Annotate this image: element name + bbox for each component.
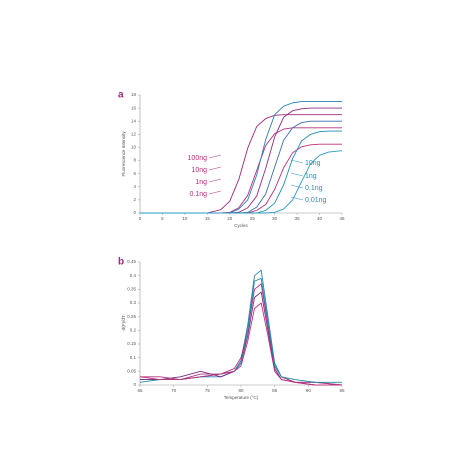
annotation: 1ng (195, 179, 207, 186)
y-axis-label: -d(F)/dT (121, 315, 126, 332)
y-axis-label: Fluorescence Intensity (121, 131, 126, 177)
y-tick-label: 0 (133, 382, 136, 387)
x-tick-label: 45 (339, 216, 345, 221)
y-tick-label: 14 (131, 118, 137, 123)
annotation: 1ng (305, 173, 317, 180)
x-tick-label: 10 (182, 216, 188, 221)
annotation: 0.01ng (305, 197, 327, 204)
x-tick-label: 70 (171, 388, 177, 393)
y-tick-label: 0 (133, 210, 136, 215)
annotation-connector (208, 166, 222, 171)
annotation-connector (208, 190, 222, 195)
y-tick-label: 6 (133, 171, 136, 176)
x-tick-label: 90 (306, 388, 312, 393)
annotation-connector (208, 154, 222, 159)
x-tick-label: 75 (205, 388, 211, 393)
x-tick-label: 95 (339, 388, 345, 393)
x-tick-label: 30 (272, 216, 278, 221)
annotation: 10ng (191, 167, 207, 174)
x-tick-label: 15 (205, 216, 211, 221)
y-tick-label: 12 (131, 132, 137, 137)
annotation-connector (290, 159, 304, 164)
y-tick-label: 0.25 (127, 314, 136, 319)
panel-label: b (118, 257, 124, 268)
annotation: 0.1ng (305, 185, 323, 192)
x-tick-label: 80 (238, 388, 244, 393)
curve (139, 302, 342, 386)
x-tick-label: 65 (137, 388, 143, 393)
y-tick-label: 8 (133, 158, 136, 163)
annotation: 0.1ng (189, 191, 207, 198)
x-tick-label: 20 (227, 216, 233, 221)
y-tick-label: 10 (131, 145, 137, 150)
x-tick-label: 25 (250, 216, 256, 221)
y-tick-label: 4 (133, 184, 136, 189)
y-tick-label: 0.45 (127, 259, 136, 264)
x-tick-label: 5 (161, 216, 164, 221)
curve (140, 150, 343, 214)
y-tick-label: 0.3 (130, 300, 137, 305)
annotation-connector (290, 172, 304, 177)
curve (140, 291, 342, 386)
x-axis-label: Cycles (234, 223, 248, 228)
annotation-connector (290, 184, 304, 189)
annotation: 10ng (305, 160, 321, 167)
y-tick-label: 0.35 (127, 287, 136, 292)
annotation-connector (290, 196, 304, 201)
x-tick-label: 35 (295, 216, 301, 221)
curve (139, 277, 342, 383)
annotation: 100ng (188, 155, 208, 162)
y-tick-label: 16 (131, 105, 137, 110)
x-tick-label: 40 (317, 216, 323, 221)
y-tick-label: 0.4 (130, 273, 137, 278)
y-tick-label: 0.1 (130, 355, 137, 360)
y-tick-label: 0.15 (127, 341, 136, 346)
annotation-connector (208, 178, 222, 183)
x-axis-label: Temperature (°C) (224, 395, 259, 400)
x-tick-label: 0 (139, 216, 142, 221)
x-tick-label: 85 (272, 388, 278, 393)
y-tick-label: 2 (133, 197, 136, 202)
curve (140, 283, 343, 386)
y-tick-label: 0.2 (130, 328, 137, 333)
panel-label: a (118, 90, 124, 101)
y-tick-label: 0.05 (127, 369, 136, 374)
y-tick-label: 18 (131, 92, 137, 97)
curve (140, 269, 343, 386)
